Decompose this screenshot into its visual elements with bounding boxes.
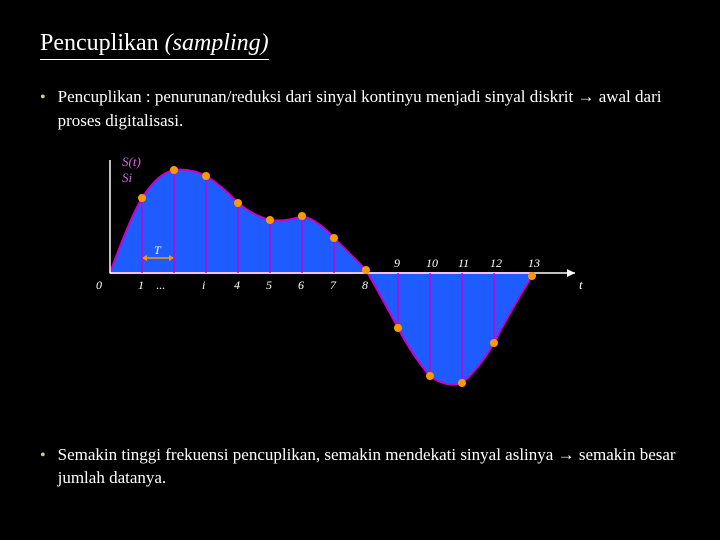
chart-svg: S(t)Sit0T1...i45678910111213 bbox=[80, 148, 600, 418]
bullet-marker-1: • bbox=[40, 87, 46, 109]
svg-text:Si: Si bbox=[122, 170, 133, 185]
svg-text:9: 9 bbox=[394, 256, 400, 270]
svg-text:6: 6 bbox=[298, 278, 304, 292]
title-italic: (sampling) bbox=[165, 30, 269, 56]
svg-text:8: 8 bbox=[362, 278, 368, 292]
svg-text:7: 7 bbox=[330, 278, 337, 292]
svg-text:1: 1 bbox=[138, 278, 144, 292]
svg-text:4: 4 bbox=[234, 278, 240, 292]
bullet-text-1: Pencuplikan : penurunan/reduksi dari sin… bbox=[58, 85, 680, 133]
svg-text:5: 5 bbox=[266, 278, 272, 292]
svg-text:S(t): S(t) bbox=[122, 154, 141, 169]
bullet-marker-2: • bbox=[40, 445, 46, 467]
svg-text:10: 10 bbox=[426, 256, 438, 270]
svg-text:13: 13 bbox=[528, 256, 540, 270]
svg-text:11: 11 bbox=[458, 256, 469, 270]
sampling-chart: S(t)Sit0T1...i45678910111213 bbox=[80, 148, 600, 418]
svg-text:i: i bbox=[202, 278, 205, 292]
bullet-text-2: Semakin tinggi frekuensi pencuplikan, se… bbox=[58, 443, 680, 491]
svg-text:0: 0 bbox=[96, 278, 102, 292]
svg-text:t: t bbox=[579, 277, 583, 292]
svg-text:...: ... bbox=[156, 278, 165, 292]
title-main: Pencuplikan bbox=[40, 30, 165, 56]
bullet-1: • Pencuplikan : penurunan/reduksi dari s… bbox=[40, 85, 680, 133]
bullet-2: • Semakin tinggi frekuensi pencuplikan, … bbox=[40, 443, 680, 491]
svg-text:12: 12 bbox=[490, 256, 502, 270]
page-title: Pencuplikan (sampling) bbox=[40, 30, 269, 60]
